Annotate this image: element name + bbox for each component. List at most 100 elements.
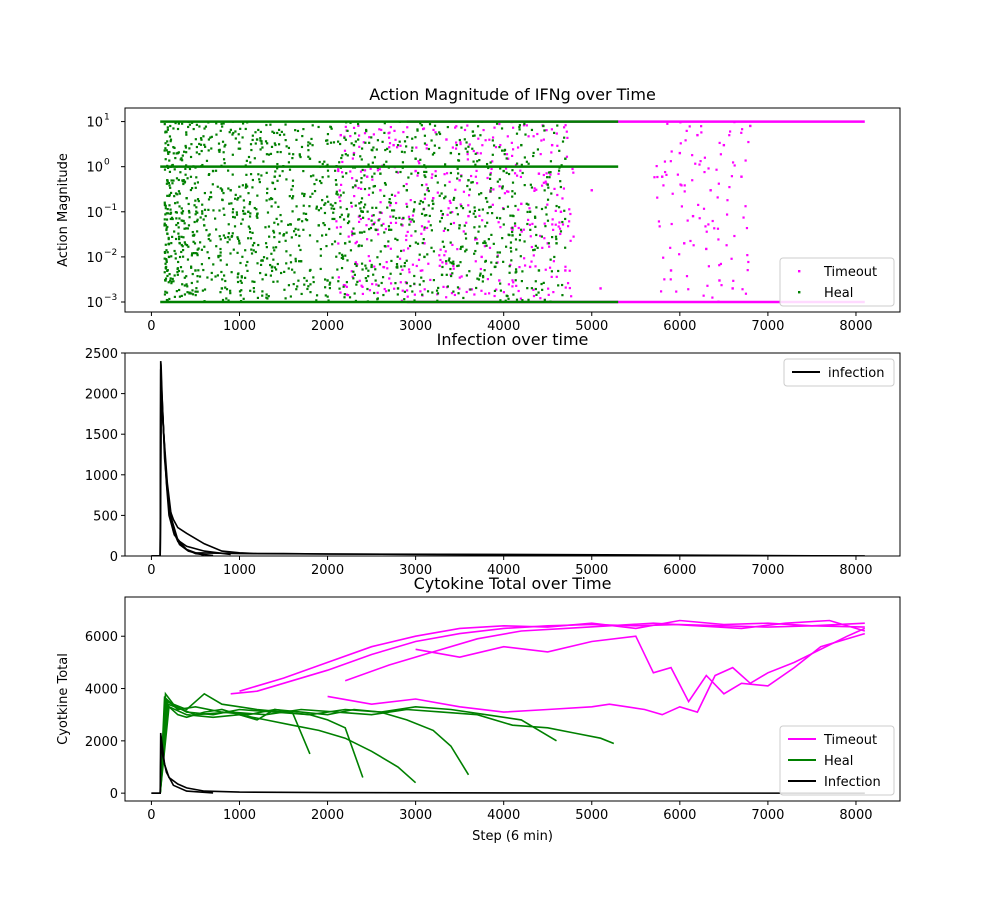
data-point [342, 191, 345, 194]
data-point [181, 210, 185, 213]
data-point [194, 138, 197, 141]
data-point [203, 300, 206, 303]
data-point [190, 121, 194, 124]
data-point [227, 232, 230, 235]
data-point [367, 193, 371, 197]
data-point [488, 246, 492, 249]
data-point [413, 274, 416, 278]
data-point [380, 224, 383, 227]
data-point [189, 175, 193, 178]
data-point [298, 218, 301, 221]
data-point [323, 203, 326, 206]
data-point [460, 205, 463, 208]
data-point [257, 128, 260, 132]
data-point [388, 150, 392, 153]
data-point [405, 205, 409, 208]
data-point [509, 263, 512, 267]
data-point [532, 154, 535, 158]
data-point [222, 207, 225, 210]
data-point [185, 197, 188, 200]
data-point [339, 199, 342, 203]
data-point [676, 173, 679, 176]
data-point [508, 233, 511, 237]
data-point [438, 131, 441, 134]
data-point [353, 232, 356, 235]
data-point [333, 240, 337, 243]
series-line-heal [159, 705, 417, 794]
data-point [261, 290, 264, 293]
data-point [566, 136, 569, 140]
data-point [370, 136, 373, 139]
data-point [407, 176, 410, 179]
data-point [472, 212, 475, 215]
data-point [166, 151, 170, 154]
data-point [658, 225, 661, 228]
data-point [539, 234, 542, 238]
data-point [207, 257, 211, 260]
data-point [355, 264, 358, 268]
data-point [303, 283, 306, 286]
data-point [342, 285, 345, 288]
y-tick-label: 1000 [85, 469, 118, 484]
y-tick-label: 10 [86, 206, 103, 221]
data-point [464, 250, 467, 253]
x-tick-label: 5000 [575, 319, 608, 334]
data-point [184, 173, 187, 176]
data-point [530, 287, 533, 290]
data-point [481, 280, 484, 283]
data-point [196, 181, 200, 184]
data-point [415, 264, 418, 268]
data-point [261, 278, 264, 281]
data-point [519, 169, 522, 172]
data-point [463, 224, 466, 227]
data-point [259, 130, 262, 134]
data-point [472, 160, 475, 163]
data-point [698, 163, 701, 166]
data-point [247, 155, 251, 159]
data-point [166, 179, 169, 182]
data-point [433, 144, 436, 147]
data-point [180, 250, 183, 254]
data-point [508, 265, 511, 268]
data-point [174, 202, 177, 205]
data-point [285, 145, 288, 148]
data-point [317, 125, 320, 129]
data-point [479, 267, 482, 271]
data-point [321, 162, 324, 166]
legend-marker [798, 291, 801, 294]
axes-frame [124, 352, 901, 557]
data-point [181, 122, 184, 125]
data-point [536, 246, 539, 249]
data-point [533, 187, 536, 190]
data-point [499, 299, 502, 302]
data-point [715, 168, 718, 171]
data-point [169, 211, 173, 214]
x-tick-label: 0 [147, 808, 155, 823]
data-point [302, 228, 305, 231]
data-point [395, 266, 398, 269]
data-point [274, 201, 277, 204]
data-point [234, 137, 237, 140]
data-point [568, 269, 571, 272]
data-point [292, 230, 296, 233]
data-point [554, 223, 557, 226]
data-point [436, 292, 440, 295]
data-point [423, 134, 426, 137]
data-point [163, 123, 166, 126]
x-tick-label: 0 [147, 563, 155, 578]
data-point [519, 175, 523, 179]
data-point [383, 194, 386, 198]
data-point [375, 148, 378, 151]
data-point [342, 218, 346, 221]
data-point [401, 289, 404, 292]
data-point [443, 227, 447, 230]
data-point [458, 224, 461, 227]
data-point [193, 220, 196, 224]
data-point [551, 223, 554, 226]
data-point [521, 171, 524, 175]
data-point [511, 169, 514, 172]
data-point [741, 128, 744, 131]
data-point [563, 209, 566, 212]
data-point [484, 241, 487, 245]
